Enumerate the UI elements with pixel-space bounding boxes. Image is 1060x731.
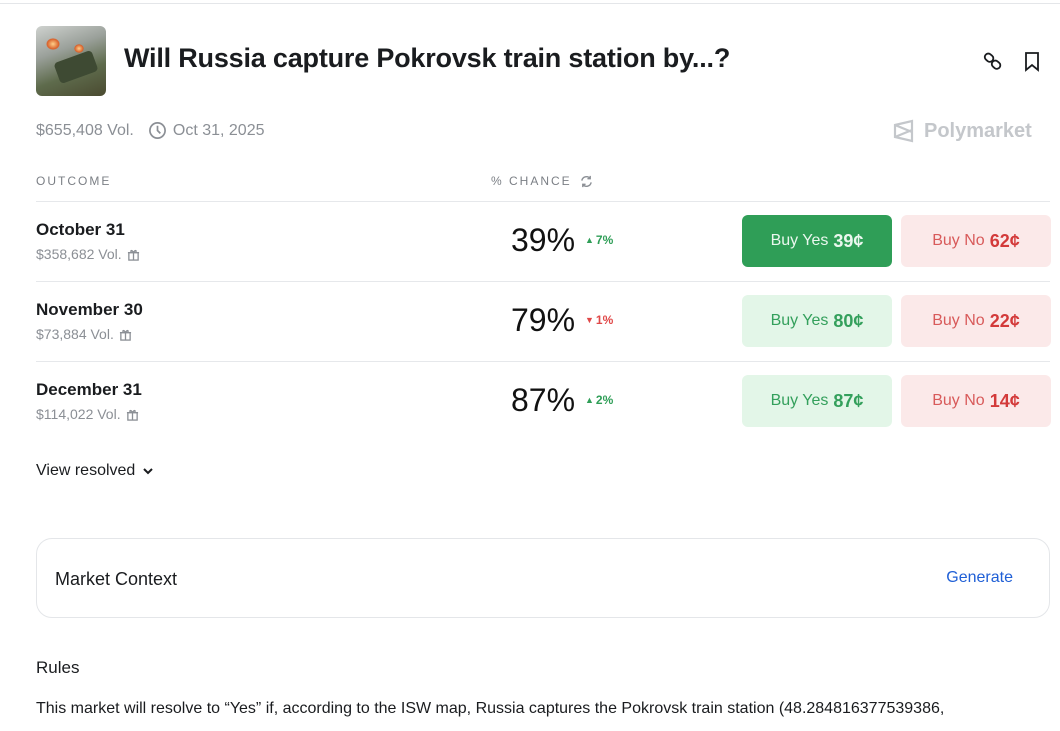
buy-yes-button[interactable]: Buy Yes 39¢ bbox=[742, 215, 892, 267]
chance-change: ▲ 2% bbox=[585, 393, 614, 407]
market-meta: $655,408 Vol. Oct 31, 2025 bbox=[36, 121, 265, 140]
outcome-column-header: OUTCOME bbox=[36, 174, 112, 188]
end-date: Oct 31, 2025 bbox=[172, 121, 265, 139]
outcome-row[interactable]: December 31 $114,022 Vol. 87% ▲ 2% Buy Ye… bbox=[36, 361, 1051, 441]
outcome-chance: 87% bbox=[511, 382, 576, 418]
clock-icon bbox=[148, 121, 167, 140]
rules-heading: Rules bbox=[36, 658, 80, 677]
outcome-name: October 31 bbox=[36, 220, 125, 239]
outcome-volume: $73,884 Vol. bbox=[36, 326, 132, 342]
divider bbox=[36, 281, 1050, 282]
outcome-chance: 39% bbox=[511, 222, 576, 258]
divider bbox=[36, 361, 1050, 362]
top-divider bbox=[0, 3, 1060, 4]
view-resolved-button[interactable]: View resolved bbox=[36, 462, 155, 480]
polymarket-logo: Polymarket bbox=[892, 119, 1032, 143]
chance-change: ▲ 7% bbox=[585, 233, 614, 247]
gift-icon bbox=[119, 328, 132, 341]
outcome-volume: $114,022 Vol. bbox=[36, 406, 139, 422]
market-image bbox=[36, 26, 106, 96]
buy-no-button[interactable]: Buy No 22¢ bbox=[901, 295, 1051, 347]
triangle-down-icon: ▼ bbox=[585, 315, 594, 325]
outcome-name: November 30 bbox=[36, 300, 143, 319]
rules-text: This market will resolve to “Yes” if, ac… bbox=[36, 700, 945, 717]
triangle-up-icon: ▲ bbox=[585, 235, 594, 245]
page-title: Will Russia capture Pokrovsk train stati… bbox=[124, 43, 731, 73]
outcome-chance: 79% bbox=[511, 302, 576, 338]
bookmark-icon[interactable] bbox=[1021, 50, 1043, 72]
outcome-name: December 31 bbox=[36, 380, 142, 399]
buy-yes-button[interactable]: Buy Yes 80¢ bbox=[742, 295, 892, 347]
divider bbox=[36, 201, 1050, 202]
market-context-label: Market Context bbox=[55, 569, 178, 589]
generate-button[interactable]: Generate bbox=[946, 569, 1013, 586]
outcome-row[interactable]: November 30 $73,884 Vol. 79% ▼ 1% Buy Yes… bbox=[36, 281, 1051, 361]
gift-icon bbox=[126, 408, 139, 421]
gift-icon bbox=[127, 248, 140, 261]
triangle-up-icon: ▲ bbox=[585, 395, 594, 405]
buy-no-button[interactable]: Buy No 14¢ bbox=[901, 375, 1051, 427]
chevron-down-icon bbox=[141, 464, 155, 478]
chance-column-header: % CHANCE bbox=[491, 174, 593, 188]
link-icon[interactable] bbox=[982, 50, 1004, 72]
total-volume: $655,408 Vol. bbox=[36, 121, 134, 139]
outcome-volume: $358,682 Vol. bbox=[36, 246, 140, 262]
buy-no-button[interactable]: Buy No 62¢ bbox=[901, 215, 1051, 267]
market-context-card: Market Context Generate bbox=[36, 538, 1050, 618]
outcome-row[interactable]: October 31 $358,682 Vol. 39% ▲ 7% Buy Yes… bbox=[36, 201, 1051, 281]
buy-yes-button[interactable]: Buy Yes 87¢ bbox=[742, 375, 892, 427]
refresh-icon[interactable] bbox=[580, 175, 593, 188]
chance-change: ▼ 1% bbox=[585, 313, 614, 327]
